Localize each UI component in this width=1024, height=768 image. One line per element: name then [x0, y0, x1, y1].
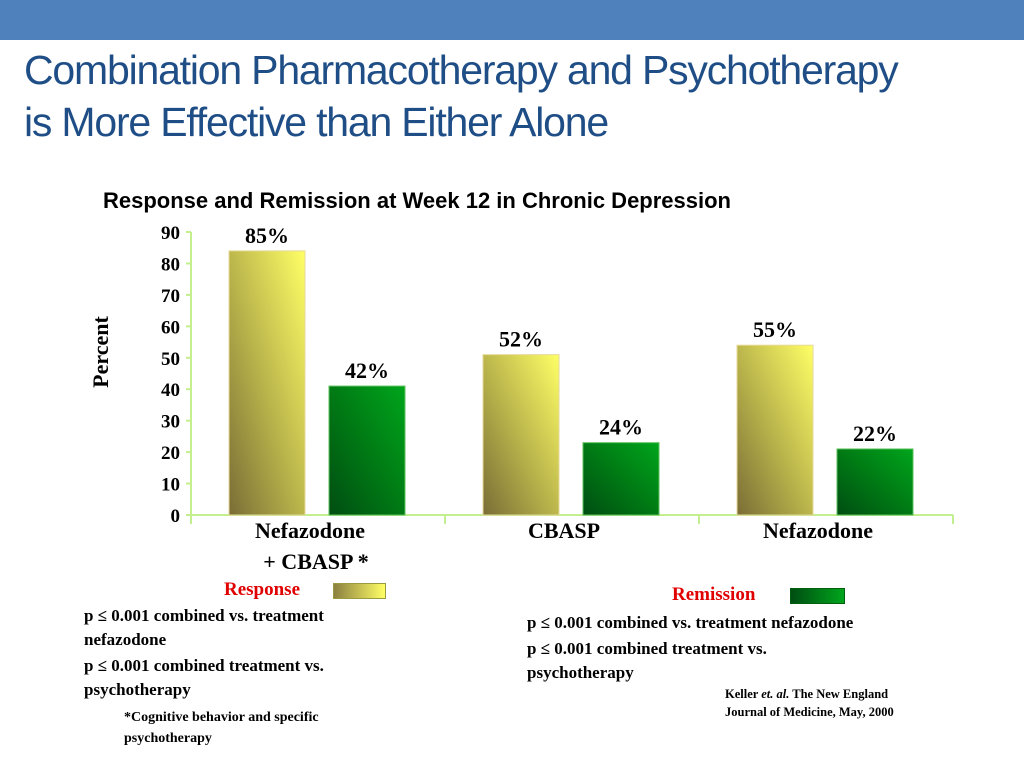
- y-axis-label: Percent: [88, 316, 113, 388]
- y-tick-label-70: 70: [161, 286, 180, 307]
- bar-remission-3: [836, 448, 914, 516]
- slide-title-line-1: Combination Pharmacotherapy and Psychoth…: [24, 47, 899, 93]
- citation: Keller et. al. The New England Journal o…: [725, 685, 925, 721]
- header-bar: [0, 0, 1024, 40]
- y-tick-label-20: 20: [161, 443, 180, 464]
- citation-etal: et. al.: [761, 687, 790, 701]
- bar-response-1: [228, 250, 306, 516]
- legend-swatch-remission: [790, 588, 845, 604]
- bar-response-3: [736, 344, 814, 516]
- y-tick-label-40: 40: [161, 380, 180, 401]
- data-label-response-3: 55%: [753, 317, 797, 342]
- category-label-1-line-2: + CBASP *: [263, 549, 368, 574]
- legend-label-response: Response: [224, 579, 301, 600]
- footnote: *Cognitive behavior and specific psychot…: [124, 710, 319, 746]
- citation-author: Keller: [725, 687, 762, 701]
- slide-title-line-2: is More Effective than Either Alone: [24, 99, 609, 145]
- legend-label-remission: Remission: [672, 584, 756, 605]
- legend-swatch-response: [333, 583, 386, 599]
- data-label-response-1: 85%: [245, 223, 289, 248]
- chart-title: Response and Remission at Week 12 in Chr…: [103, 188, 731, 213]
- category-label-1: Nefazodone: [255, 518, 365, 543]
- bar-response-2: [482, 354, 560, 516]
- data-label-remission-3: 22%: [853, 421, 897, 446]
- remission-p-value-1: p ≤ 0.001 combined vs. treatment nefazod…: [527, 613, 854, 632]
- data-label-response-2: 52%: [499, 327, 543, 352]
- y-tick-label-50: 50: [161, 349, 180, 370]
- category-label-2: CBASP: [528, 518, 600, 543]
- data-label-remission-2: 24%: [599, 415, 643, 440]
- remission-p-value-2: p ≤ 0.001 combined treatment vs. psychot…: [527, 639, 767, 682]
- y-tick-label-10: 10: [161, 475, 180, 496]
- y-tick-label-0: 0: [171, 506, 181, 527]
- slide-title: Combination Pharmacotherapy and Psychoth…: [24, 44, 1014, 148]
- y-tick-label-30: 30: [161, 412, 180, 433]
- category-label-3: Nefazodone: [763, 518, 873, 543]
- bar-remission-2: [582, 442, 660, 516]
- y-tick-label-80: 80: [161, 254, 180, 275]
- bar-remission-1: [328, 385, 406, 516]
- y-tick-label-60: 60: [161, 317, 180, 338]
- data-label-remission-1: 42%: [345, 358, 389, 383]
- response-p-value-2: p ≤ 0.001 combined treatment vs. psychot…: [84, 656, 324, 699]
- citation-source: The New England Journal of Medicine, May…: [725, 687, 894, 719]
- y-tick-label-90: 90: [161, 223, 180, 244]
- response-p-value-1: p ≤ 0.001 combined vs. treatment nefazod…: [84, 606, 324, 649]
